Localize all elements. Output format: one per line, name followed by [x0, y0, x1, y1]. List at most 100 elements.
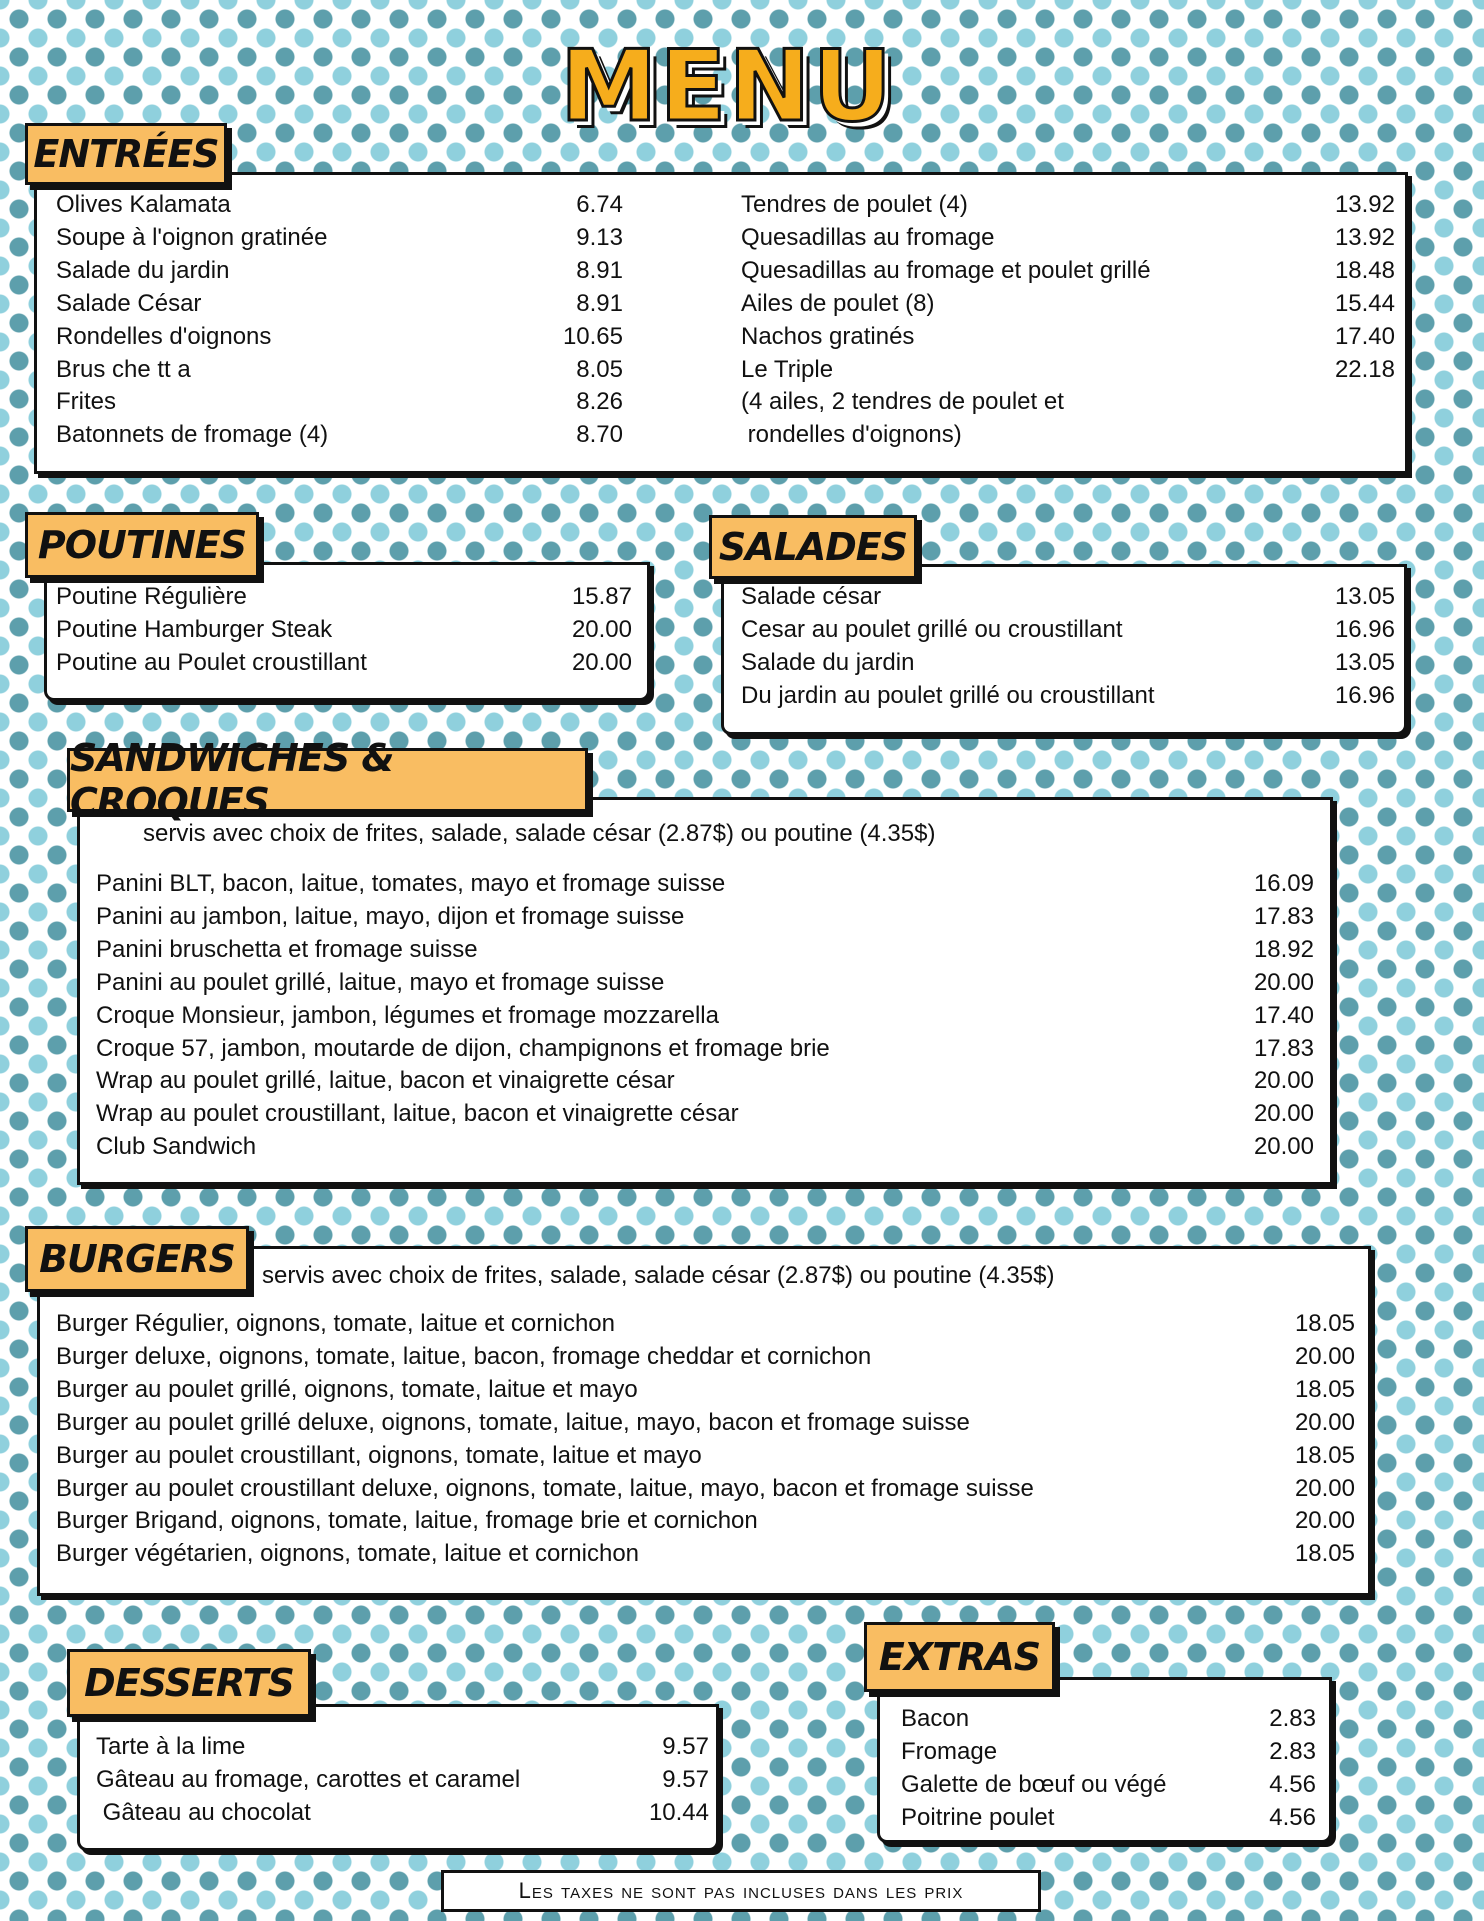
menu-item-name: Panini au jambon, laitue, mayo, dijon et… — [96, 902, 685, 930]
entrees-box — [34, 172, 1408, 474]
menu-item-name: Brus che tt a — [56, 355, 191, 383]
menu-item-name: Quesadillas au fromage — [741, 223, 995, 251]
menu-item-price: 18.05 — [1294, 1310, 1355, 1337]
menu-item-name: Croque Monsieur, jambon, légumes et from… — [96, 1001, 719, 1029]
burgers-label: BURGERS — [25, 1226, 249, 1292]
menu-item-price: 13.05 — [1334, 583, 1395, 610]
menu-item-price: 8.91 — [576, 289, 623, 317]
menu-item-price: 4.56 — [1269, 1803, 1316, 1831]
menu-item-price: 20.00 — [1294, 1342, 1355, 1370]
menu-item-name: Club Sandwich — [96, 1133, 257, 1161]
menu-item-name: Galette de bœuf ou végé — [901, 1770, 1167, 1798]
extras-box — [877, 1677, 1332, 1843]
menu-item-price: 8.91 — [576, 256, 623, 284]
menu-item-price: 18.48 — [1334, 256, 1395, 284]
menu-item-price: 20.00 — [1253, 1067, 1314, 1095]
menu-item-name: Burger au poulet croustillant, oignons, … — [56, 1441, 702, 1469]
menu-item-name: Tendres de poulet (4) — [741, 191, 968, 218]
menu-item-name: Salade césar — [741, 583, 882, 610]
sandwiches-label: SANDWICHES & CROQUES — [67, 736, 588, 824]
menu-item-name: Burger Brigand, oignons, tomate, laitue,… — [56, 1507, 758, 1535]
menu-item-price: 20.00 — [571, 648, 632, 676]
menu-item-name: Panini BLT, bacon, laitue, tomates, mayo… — [96, 870, 726, 897]
menu-item-price: 22.18 — [1334, 355, 1395, 383]
menu-item-name: Cesar au poulet grillé ou croustillant — [741, 615, 1123, 643]
menu-item-price: 13.92 — [1334, 223, 1395, 251]
menu-item-name: Salade du jardin — [56, 256, 230, 284]
menu-item-price: 16.96 — [1334, 615, 1395, 643]
menu-item-name: Rondelles d'oignons — [56, 322, 272, 350]
menu-item-name: Olives Kalamata — [56, 191, 231, 218]
menu-item-price: 17.83 — [1253, 902, 1314, 930]
menu-item-name: Gâteau au chocolat — [96, 1798, 311, 1826]
menu-item-price: 2.83 — [1269, 1705, 1316, 1732]
menu-item-name: Ailes de poulet (8) — [741, 289, 935, 317]
menu-item-name: Wrap au poulet grillé, laitue, bacon et … — [96, 1067, 675, 1095]
menu-item-price: 20.00 — [1294, 1408, 1355, 1436]
menu-item-price: 2.83 — [1269, 1737, 1316, 1765]
menu-item-name: Nachos gratinés — [741, 322, 915, 350]
menu-item-name: Quesadillas au fromage et poulet grillé — [741, 256, 1151, 284]
menu-item-price: 16.09 — [1253, 870, 1314, 897]
menu-item-name: Burger deluxe, oignons, tomate, laitue, … — [56, 1342, 872, 1370]
menu-item-price: 9.57 — [662, 1765, 709, 1793]
menu-item-price: 8.70 — [576, 421, 623, 449]
entrees-label: ENTRÉES — [25, 123, 227, 185]
menu-item-price: 8.26 — [576, 388, 623, 416]
menu-item-name: Burger au poulet croustillant deluxe, oi… — [56, 1474, 1034, 1502]
desserts-box — [77, 1704, 719, 1851]
menu-item-name: Wrap au poulet croustillant, laitue, bac… — [96, 1100, 739, 1128]
menu-item-name: Du jardin au poulet grillé ou croustilla… — [741, 681, 1155, 709]
menu-item-name: Panini au poulet grillé, laitue, mayo et… — [96, 968, 665, 996]
menu-item-name: Poitrine poulet — [901, 1803, 1055, 1831]
menu-item-name: Fromage — [901, 1737, 998, 1765]
menu-item-name: Gâteau au fromage, carottes et caramel — [96, 1765, 521, 1793]
menu-item-name: Burger Régulier, oignons, tomate, laitue… — [56, 1310, 615, 1337]
menu-item-price: 18.05 — [1294, 1375, 1355, 1403]
menu-item-price: 10.65 — [562, 322, 623, 350]
menu-item-price: 18.05 — [1294, 1441, 1355, 1469]
menu-item-name: Burger végétarien, oignons, tomate, lait… — [56, 1540, 640, 1568]
menu-item-price: 20.00 — [1294, 1474, 1355, 1502]
menu-item-price: 17.83 — [1253, 1034, 1314, 1062]
menu-item-price: 15.87 — [571, 583, 632, 610]
menu-item-price: 20.00 — [1253, 1133, 1314, 1161]
menu-item-price: 18.05 — [1294, 1540, 1355, 1568]
menu-item-name: Panini bruschetta et fromage suisse — [96, 935, 478, 963]
menu-item-price: 17.40 — [1253, 1001, 1314, 1029]
salades-label: SALADES — [709, 515, 917, 579]
menu-item-name: Poutine Régulière — [56, 583, 247, 610]
menu-item-price: 10.44 — [648, 1798, 709, 1826]
menu-item-name: rondelles d'oignons) — [741, 421, 962, 449]
menu-item-name: Burger au poulet grillé deluxe, oignons,… — [56, 1408, 970, 1436]
burgers-subtitle: servis avec choix de frites, salade, sal… — [262, 1262, 1055, 1289]
menu-item-name: Bacon — [901, 1705, 970, 1732]
menu-item-price: 20.00 — [1294, 1507, 1355, 1535]
sandwiches-subtitle: servis avec choix de frites, salade, sal… — [143, 820, 936, 847]
menu-item-price: 20.00 — [1253, 1100, 1314, 1128]
menu-item-name: Salade du jardin — [741, 648, 915, 676]
menu-item-price: 13.05 — [1334, 648, 1395, 676]
menu-item-name: (4 ailes, 2 tendres de poulet et — [741, 388, 1064, 416]
poutines-box — [44, 562, 650, 701]
menu-item-name: Le Triple — [741, 355, 834, 383]
salades-box — [721, 564, 1407, 735]
menu-item-price: 15.44 — [1334, 289, 1395, 317]
extras-label: EXTRAS — [864, 1622, 1055, 1692]
menu-item-price: 17.40 — [1334, 322, 1395, 350]
sandwiches-box — [77, 797, 1333, 1185]
menu-item-name: Croque 57, jambon, moutarde de dijon, ch… — [96, 1034, 830, 1062]
menu-item-name: Batonnets de fromage (4) — [56, 421, 329, 449]
poutines-label: POUTINES — [25, 512, 259, 578]
menu-item-name: Poutine Hamburger Steak — [56, 615, 333, 643]
menu-item-price: 13.92 — [1334, 191, 1395, 218]
menu-item-name: Soupe à l'oignon gratinée — [56, 223, 328, 251]
burgers-box — [37, 1246, 1371, 1596]
menu-item-name: Frites — [56, 388, 116, 416]
menu-item-price: 6.74 — [576, 191, 623, 218]
menu-item-name: Poutine au Poulet croustillant — [56, 648, 367, 676]
menu-item-price: 4.56 — [1269, 1770, 1316, 1798]
menu-title: MENU — [558, 29, 895, 146]
menu-item-name: Burger au poulet grillé, oignons, tomate… — [56, 1375, 638, 1403]
menu-item-price: 9.13 — [576, 223, 623, 251]
